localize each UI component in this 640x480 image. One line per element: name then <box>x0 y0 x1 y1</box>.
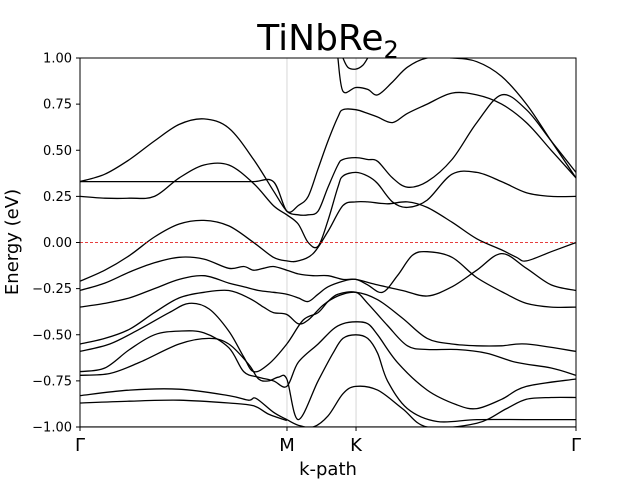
x-tick-label: M <box>279 435 295 456</box>
x-axis-label: k-path <box>299 459 357 480</box>
band-line-4 <box>80 321 576 410</box>
band-line-12 <box>80 91 576 213</box>
y-axis-label: Energy (eV) <box>2 189 23 295</box>
chart-title-subscript: 2 <box>383 36 398 64</box>
y-tick-label: −0.75 <box>32 374 72 389</box>
band-line-7 <box>80 250 576 309</box>
y-tick-label: −0.25 <box>32 282 72 297</box>
band-line-10 <box>80 162 576 249</box>
y-tick-label: 0.25 <box>43 190 72 205</box>
chart-title: TiNbRe2 <box>256 18 399 64</box>
band-line-5 <box>80 291 576 376</box>
bands-group <box>80 58 576 427</box>
band-line-8 <box>80 252 576 297</box>
plot-area: −1.00 −0.75 −0.50 −0.25 0.00 0.25 0.50 0.75 1.00… <box>32 52 581 457</box>
band-line-3 <box>80 334 576 423</box>
band-line-9 <box>80 200 576 282</box>
band-line-6 <box>80 289 576 353</box>
chart-title-main: TiNbRe <box>256 18 383 59</box>
band-line-2 <box>80 385 576 427</box>
y-tick-label: 0.00 <box>43 236 72 251</box>
band-line-1 <box>80 399 288 422</box>
x-tick-label: Γ <box>571 435 581 456</box>
y-tick-label: 1.00 <box>43 52 72 67</box>
y-tick-label: −1.00 <box>32 421 72 436</box>
x-tick-label: K <box>350 435 363 456</box>
band-line-14 <box>342 58 369 70</box>
y-tick-label: 0.75 <box>43 98 72 113</box>
y-tick-label: −0.50 <box>32 328 72 343</box>
band-line-11 <box>80 93 576 216</box>
y-tick-label: 0.50 <box>43 144 72 159</box>
x-tick-label: Γ <box>75 435 85 456</box>
band-line-13 <box>337 58 576 179</box>
